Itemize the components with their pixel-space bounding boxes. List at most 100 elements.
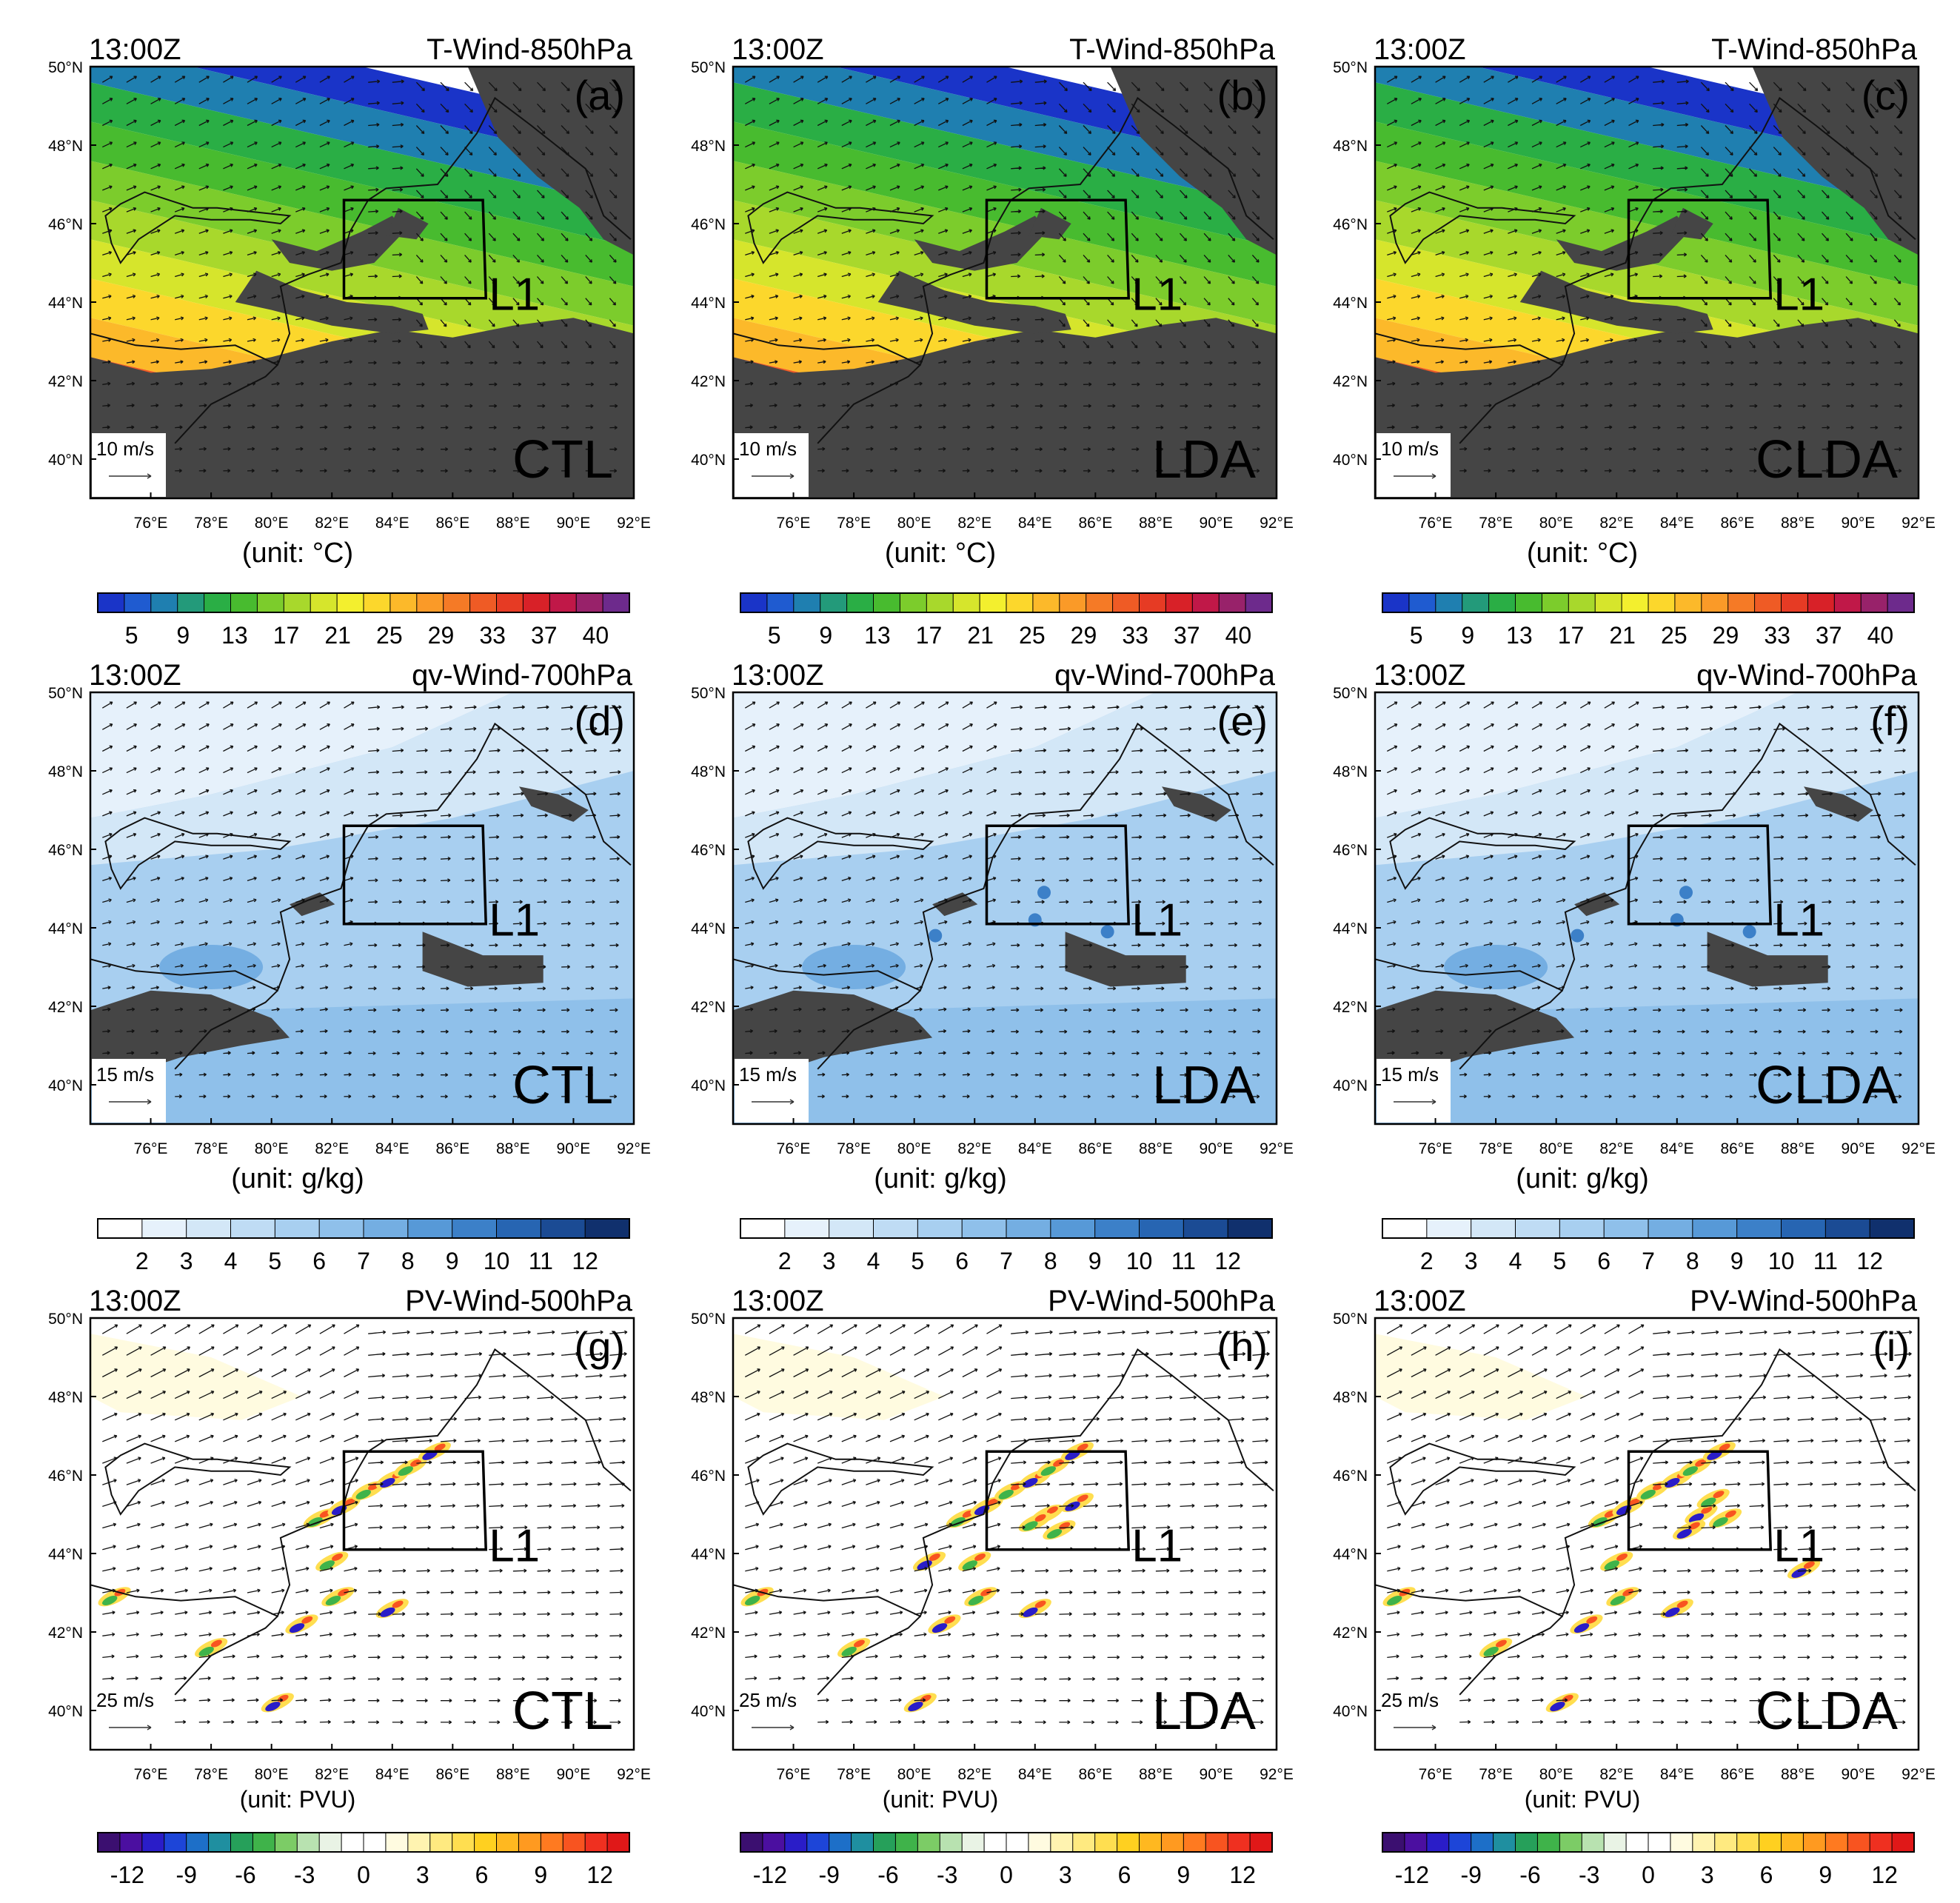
lon-tick-label: 88°E — [1139, 1766, 1173, 1783]
pv-cell — [1040, 1466, 1057, 1476]
wind-ref-label: 15 m/s — [739, 1063, 797, 1086]
lon-tick-label: 84°E — [1018, 1766, 1052, 1783]
terrain-mask — [386, 207, 429, 240]
panel-letter: (d) — [575, 698, 625, 744]
panel-frame — [732, 691, 1278, 1126]
pv-cell — [398, 1466, 414, 1476]
terrain-mask — [1375, 318, 1919, 498]
panel-frame — [89, 691, 635, 1126]
terrain-mask — [271, 215, 405, 271]
colorbar-tick-label: -3 — [1579, 1862, 1599, 1888]
panel-frame — [1374, 1317, 1920, 1751]
lon-tick-label: 90°E — [1200, 515, 1234, 532]
colorbar-cell — [469, 592, 498, 613]
colorbar-tick-label: 25 — [1661, 622, 1688, 649]
experiment-label: LDA — [1152, 430, 1256, 489]
lon-tick-label: 78°E — [194, 1140, 228, 1157]
colorbar-tick-label: -3 — [294, 1862, 315, 1888]
colorbar-tick-label: -9 — [175, 1862, 196, 1888]
colorbar-cell — [385, 1832, 409, 1853]
colorbar-cell — [1488, 592, 1516, 613]
boundary-line — [747, 1442, 934, 1516]
colorbar-tick-label: 6 — [312, 1248, 326, 1274]
lon-tick-label: 80°E — [1539, 1140, 1573, 1157]
experiment-label: CTL — [512, 430, 613, 489]
panel-time: 13:00Z — [732, 33, 824, 66]
panel-time: 13:00Z — [89, 33, 181, 66]
colorbar-cell — [1493, 1832, 1516, 1853]
panel-time: 13:00Z — [1374, 1285, 1466, 1317]
boundary-line — [817, 990, 921, 1070]
lat-tick-label: 42°N — [1333, 373, 1368, 390]
lon-tick-label: 78°E — [1479, 515, 1513, 532]
qv-band — [733, 692, 1277, 866]
colorbar-cell — [894, 1832, 919, 1853]
lon-tick-label: 86°E — [435, 1140, 469, 1157]
colorbar-tick-label: 3 — [416, 1862, 429, 1888]
panel-letter: (i) — [1873, 1323, 1910, 1370]
pv-cell — [301, 1616, 313, 1624]
colorbar-tick-label: 33 — [1764, 622, 1790, 649]
wind-ref-arrow — [109, 473, 152, 479]
lon-tick-label: 76°E — [134, 515, 168, 532]
colorbar-cell — [522, 592, 551, 613]
colorbar-cell — [310, 592, 338, 613]
colorbar-cell — [584, 1832, 609, 1853]
colorbar-tick-label: 25 — [376, 622, 403, 649]
colorbar-tick-label: 40 — [1225, 622, 1252, 649]
boundary-line — [817, 364, 921, 444]
lat-tick-label: 42°N — [691, 373, 726, 390]
lon-tick-label: 84°E — [375, 1766, 409, 1783]
colorbar-tick-label: 12 — [586, 1862, 613, 1888]
wind-ref-box — [1377, 433, 1451, 497]
colorbar: -12 -9 -6 -3 0 3 6 9 12 — [97, 1832, 630, 1888]
lon-tick-label: 92°E — [1902, 1766, 1936, 1783]
colorbar-cell — [1218, 592, 1247, 613]
colorbar-cell — [1807, 592, 1836, 613]
colorbar-cell — [318, 1832, 343, 1853]
colorbar-cell — [208, 1832, 232, 1853]
colorbar-cell — [1781, 1218, 1827, 1239]
colorbar-cell — [1869, 1218, 1916, 1239]
pv-cell — [332, 1553, 343, 1561]
colorbar-cell — [1426, 1832, 1450, 1853]
lon-tick-label: 90°E — [1200, 1140, 1234, 1157]
colorbar-frame — [1382, 592, 1915, 613]
colorbar-cell — [1824, 1218, 1871, 1239]
lat-tick-label: 44°N — [1333, 920, 1368, 937]
lat-tick-label: 50°N — [691, 1311, 726, 1328]
pv-cell — [1682, 1466, 1699, 1476]
lon-tick-label: 80°E — [897, 1766, 931, 1783]
lon-tick-label: 80°E — [255, 1140, 289, 1157]
colorbar-cell — [97, 1832, 121, 1853]
colorbar-cell — [917, 1218, 963, 1239]
map-field — [90, 67, 634, 498]
lon-tick-label: 76°E — [1419, 515, 1453, 532]
colorbar-tick-label: -6 — [1519, 1862, 1540, 1888]
boundary-line — [104, 817, 292, 890]
region-label: L1 — [489, 270, 540, 321]
colorbar: -12 -9 -6 -3 0 3 6 9 12 — [740, 1832, 1274, 1888]
colorbar-cell — [1581, 1832, 1605, 1853]
l1-box — [985, 824, 1131, 926]
colorbar-tick-label: 5 — [768, 622, 781, 649]
experiment-label: LDA — [1152, 1682, 1256, 1741]
colorbar-cell — [1515, 1832, 1539, 1853]
colorbar: 5 9 13 17 21 25 29 33 37 40 — [97, 592, 630, 649]
lat-tick-label: 46°N — [1333, 1468, 1368, 1485]
region-label: L1 — [1131, 270, 1183, 321]
colorbar-frame — [740, 1218, 1273, 1239]
lon-tick-label: 76°E — [777, 1766, 811, 1783]
pv-cell — [1065, 1450, 1080, 1460]
colorbar-cell — [452, 1218, 498, 1239]
qv-band — [90, 692, 513, 818]
colorbar-cell — [1727, 592, 1756, 613]
panel-letter: (a) — [575, 72, 625, 118]
lat-tick-label: 40°N — [1333, 1703, 1368, 1720]
panel-letter: (e) — [1217, 698, 1268, 744]
region-label: L1 — [1773, 270, 1824, 321]
wind-ref-box — [735, 1685, 809, 1748]
colorbar-tick-label: 4 — [867, 1248, 880, 1274]
qv-blob — [1444, 945, 1548, 989]
